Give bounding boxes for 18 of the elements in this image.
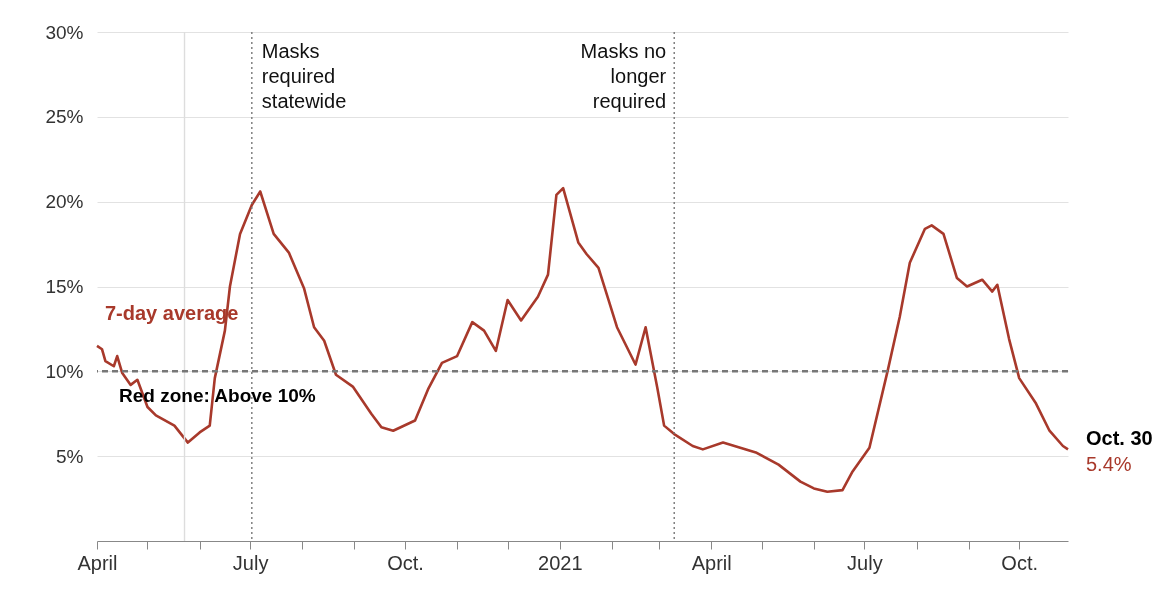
x-tick-label: April — [691, 551, 732, 574]
line-series — [95, 186, 1070, 494]
x-tick-label: 2021 — [538, 551, 583, 574]
y-tick-label: 15% — [45, 276, 84, 297]
y-tick-label: 25% — [45, 106, 84, 128]
annotation: Oct. 30 — [1086, 427, 1153, 450]
x-tick-label: July — [232, 551, 269, 574]
x-tick-label: July — [847, 551, 883, 574]
x-tick-label: Oct. — [1001, 551, 1039, 574]
x-tick-label: Oct. — [387, 551, 424, 574]
y-tick-label: 20% — [45, 191, 84, 213]
y-tick-label: 30% — [45, 21, 84, 43]
data-label: 5.4% — [1086, 453, 1132, 476]
y-tick-label: 10% — [45, 360, 84, 382]
ref-line-label: Masks required statewide — [261, 40, 347, 112]
x-tick-label: April — [77, 551, 118, 574]
ref-line-label: Masks no longer required — [580, 40, 667, 112]
y-tick-label: 5% — [56, 445, 84, 467]
